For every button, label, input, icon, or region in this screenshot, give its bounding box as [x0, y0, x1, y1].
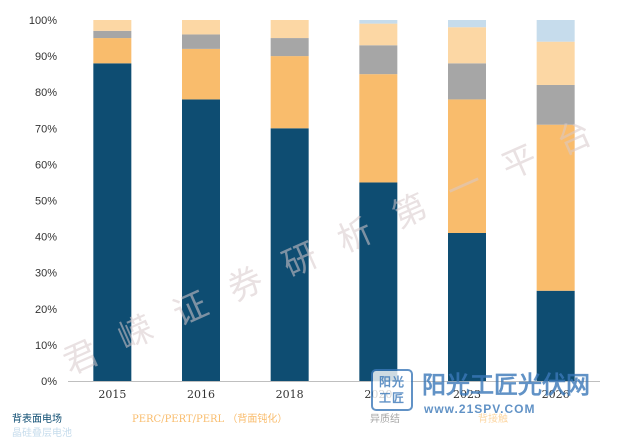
bar-segment-2026-series-3 [536, 84, 575, 125]
bar-segment-2015-series-4 [93, 20, 132, 31]
y-tick-label: 80% [35, 87, 57, 99]
bar-segment-2015-series-1 [93, 63, 132, 381]
y-tick-label: 90% [35, 51, 57, 63]
bars [93, 20, 575, 382]
y-tick-label: 20% [35, 304, 57, 316]
logo-badge-line-2: 工匠 [379, 391, 405, 405]
y-tick-label: 50% [35, 196, 57, 208]
bar-segment-2026-series-5 [536, 20, 575, 42]
y-tick-label: 30% [35, 268, 57, 280]
bar-segment-2016-series-4 [182, 20, 220, 35]
bar-segment-2015-series-3 [93, 30, 132, 39]
bar-segment-2018-series-2 [270, 56, 309, 129]
bar-segment-2020-series-1 [359, 182, 398, 381]
watermark-text: 君嵘证券研析第一平台 [57, 103, 620, 384]
y-tick-label: 10% [35, 340, 57, 352]
bar-segment-2016-series-3 [182, 34, 220, 49]
y-tick-label: 60% [35, 159, 57, 171]
logo-badge [371, 369, 413, 411]
bar-segment-2023-series-3 [448, 63, 486, 100]
y-tick-label: 0% [41, 376, 57, 388]
bar-segment-2020-series-2 [359, 74, 398, 183]
bar-segment-2026-series-1 [536, 290, 575, 381]
bar-segment-2023-series-4 [448, 27, 486, 64]
y-axis-ticks: 0% 10% 20% 30% 40% 50% 60% 70% 80% 90% 100% [29, 15, 57, 388]
bar-segment-2018-series-3 [270, 38, 309, 57]
bar-segment-2018-series-1 [270, 128, 309, 381]
bar-segment-2020-series-4 [359, 23, 398, 46]
legend-item-4: 背接触 [478, 412, 508, 425]
bar-segment-2023-series-2 [448, 99, 486, 233]
bar-segment-2023-series-1 [448, 232, 486, 381]
x-axis-ticks: 201520162018202020232026 [98, 388, 569, 401]
legend-item-2: PERC/PERT/PERL （背面钝化） [132, 412, 287, 425]
bar-segment-2016-series-1 [182, 99, 220, 382]
logo-badge-line-1: 阳光 [379, 374, 405, 389]
logo-title: 阳光工匠光伏网 [422, 371, 590, 399]
bar-segment-2020-series-3 [359, 45, 398, 75]
legend-item-1: 背表面电场 [12, 412, 62, 425]
y-tick-label: 100% [29, 15, 57, 27]
y-tick-label: 40% [35, 232, 57, 244]
bar-segment-2018-series-4 [270, 20, 309, 39]
x-tick-label: 2018 [276, 388, 304, 401]
x-tick-label: 2023 [453, 388, 481, 401]
watermark: 君嵘证券研析第一平台 [57, 103, 620, 384]
bar-segment-2023-series-5 [448, 20, 486, 28]
logo-url: www.21SPV.COM [423, 402, 535, 416]
x-tick-label: 2015 [98, 388, 126, 401]
legend-item-3: 异质结 [370, 412, 400, 425]
x-tick-label: 2016 [187, 388, 215, 401]
legend-item-5: 晶硅叠层电池 [12, 426, 72, 439]
bar-segment-2016-series-2 [182, 48, 220, 100]
site-logo: 阳光 工匠 阳光工匠光伏网 www.21SPV.COM [371, 369, 590, 416]
x-tick-label: 2026 [542, 388, 570, 401]
bar-segment-2015-series-2 [93, 38, 132, 64]
y-tick-label: 70% [35, 123, 57, 135]
bar-segment-2020-series-5 [359, 20, 398, 24]
bar-segment-2026-series-4 [536, 41, 575, 85]
bar-segment-2026-series-2 [536, 124, 575, 291]
